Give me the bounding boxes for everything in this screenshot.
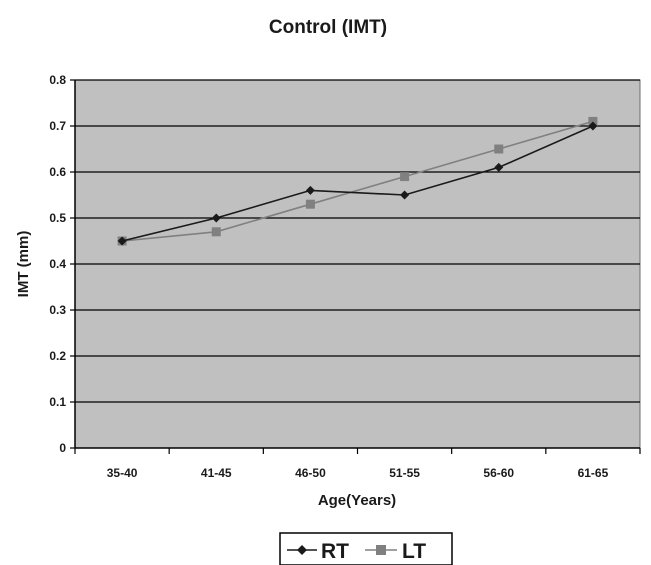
y-tick-label: 0.5 xyxy=(49,211,66,225)
x-axis-label: Age(Years) xyxy=(318,492,396,509)
y-axis-ticks: 0 0.1 0.2 0.3 0.4 0.5 0.6 0.7 0.8 xyxy=(49,73,75,455)
x-axis-ticks: 35-40 41-45 46-50 51-55 56-60 61-65 xyxy=(74,448,641,480)
series-rt-point xyxy=(117,236,127,246)
series-lt-point xyxy=(400,172,410,182)
x-tick-label: 35-40 xyxy=(107,466,138,480)
series-layer xyxy=(117,116,598,246)
x-tick-label: 61-65 xyxy=(578,466,609,480)
x-tick-label: 46-50 xyxy=(295,466,326,480)
x-tick-label: 56-60 xyxy=(483,466,514,480)
series-lt-point xyxy=(211,227,221,237)
chart-title: Control (IMT) xyxy=(269,17,387,38)
y-tick-label: 0 xyxy=(59,441,66,455)
y-axis-label: IMT (mm) xyxy=(15,231,32,298)
y-tick-label: 0.4 xyxy=(49,257,66,271)
x-tick-label: 41-45 xyxy=(201,466,232,480)
series-rt-point xyxy=(400,190,410,200)
x-tick-label: 51-55 xyxy=(389,466,420,480)
legend-box xyxy=(279,532,453,565)
series-lt-point xyxy=(494,144,504,154)
series-lt-point xyxy=(305,199,315,209)
legend-lt-label: LT xyxy=(402,540,426,563)
series-lt-point xyxy=(588,116,598,126)
y-tick-label: 0.1 xyxy=(49,395,66,409)
legend-rt-marker xyxy=(297,545,307,555)
y-tick-label: 0.3 xyxy=(49,303,66,317)
y-tick-label: 0.8 xyxy=(49,73,66,87)
series-rt-point xyxy=(305,185,315,195)
series-rt-line xyxy=(121,125,594,242)
y-tick-label: 0.7 xyxy=(49,119,66,133)
legend: RT LT xyxy=(279,532,453,565)
series-rt-point xyxy=(494,162,504,172)
y-tick-label: 0.6 xyxy=(49,165,66,179)
legend-lt-marker xyxy=(376,545,386,555)
series-lt-line xyxy=(122,120,594,242)
gridlines xyxy=(75,79,640,403)
series-rt xyxy=(117,121,598,246)
series-rt-point xyxy=(211,213,221,223)
legend-rt-label: RT xyxy=(321,540,349,563)
series-rt-point xyxy=(588,121,598,131)
y-tick-label: 0.2 xyxy=(49,349,66,363)
